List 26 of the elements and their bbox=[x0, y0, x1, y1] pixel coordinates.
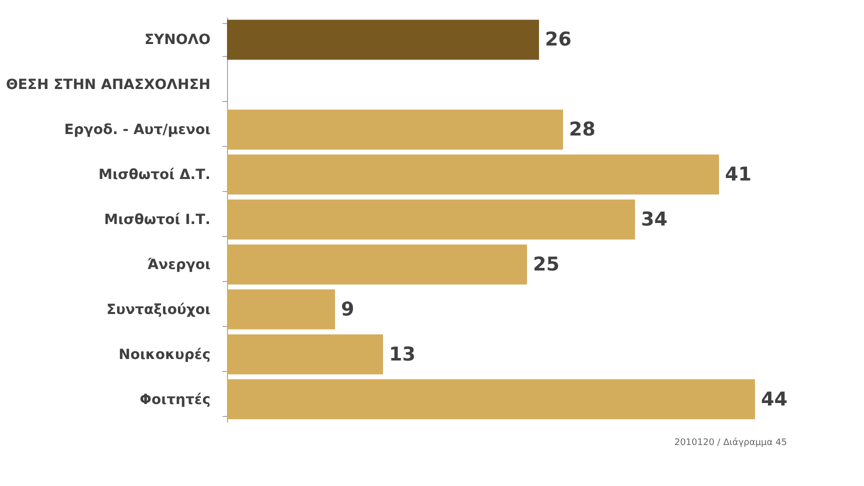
data-label: 25 bbox=[533, 253, 560, 276]
data-label: 13 bbox=[389, 343, 416, 366]
bar bbox=[227, 200, 635, 240]
y-tick-label: Εργοδ. - Αυτ/μενοι bbox=[64, 122, 210, 138]
text: 2010120 / Διάγραμμα 45 bbox=[674, 437, 787, 448]
bar bbox=[227, 154, 719, 195]
data-label: 9 bbox=[341, 298, 354, 320]
y-tick-label: Νοικοκυρές bbox=[118, 346, 210, 363]
y-tick-label: Άνεργοι bbox=[147, 256, 210, 273]
bar bbox=[227, 20, 539, 60]
bar bbox=[227, 289, 335, 330]
y-tick-label: Συνταξιούχοι bbox=[106, 302, 210, 318]
data-label: 41 bbox=[725, 164, 752, 186]
bar bbox=[227, 110, 563, 150]
y-tick-label: ΣΥΝΟΛΟ bbox=[144, 32, 211, 48]
y-tick-label: ΘΕΣΗ ΣΤΗΝ ΑΠΑΣΧΟΛΗΣΗ bbox=[6, 77, 210, 94]
data-label: 44 bbox=[761, 388, 788, 410]
data-label: 34 bbox=[641, 208, 668, 230]
data-label: 26 bbox=[545, 28, 572, 51]
y-tick-label: Μισθωτοί Δ.Τ. bbox=[98, 167, 210, 184]
bar bbox=[227, 244, 527, 284]
y-tick-label: Μισθωτοί Ι.Τ. bbox=[104, 212, 210, 228]
bar bbox=[227, 379, 755, 420]
y-tick-label: Φοιτητές bbox=[140, 392, 210, 408]
data-label: 28 bbox=[569, 118, 596, 141]
bar bbox=[227, 334, 383, 374]
